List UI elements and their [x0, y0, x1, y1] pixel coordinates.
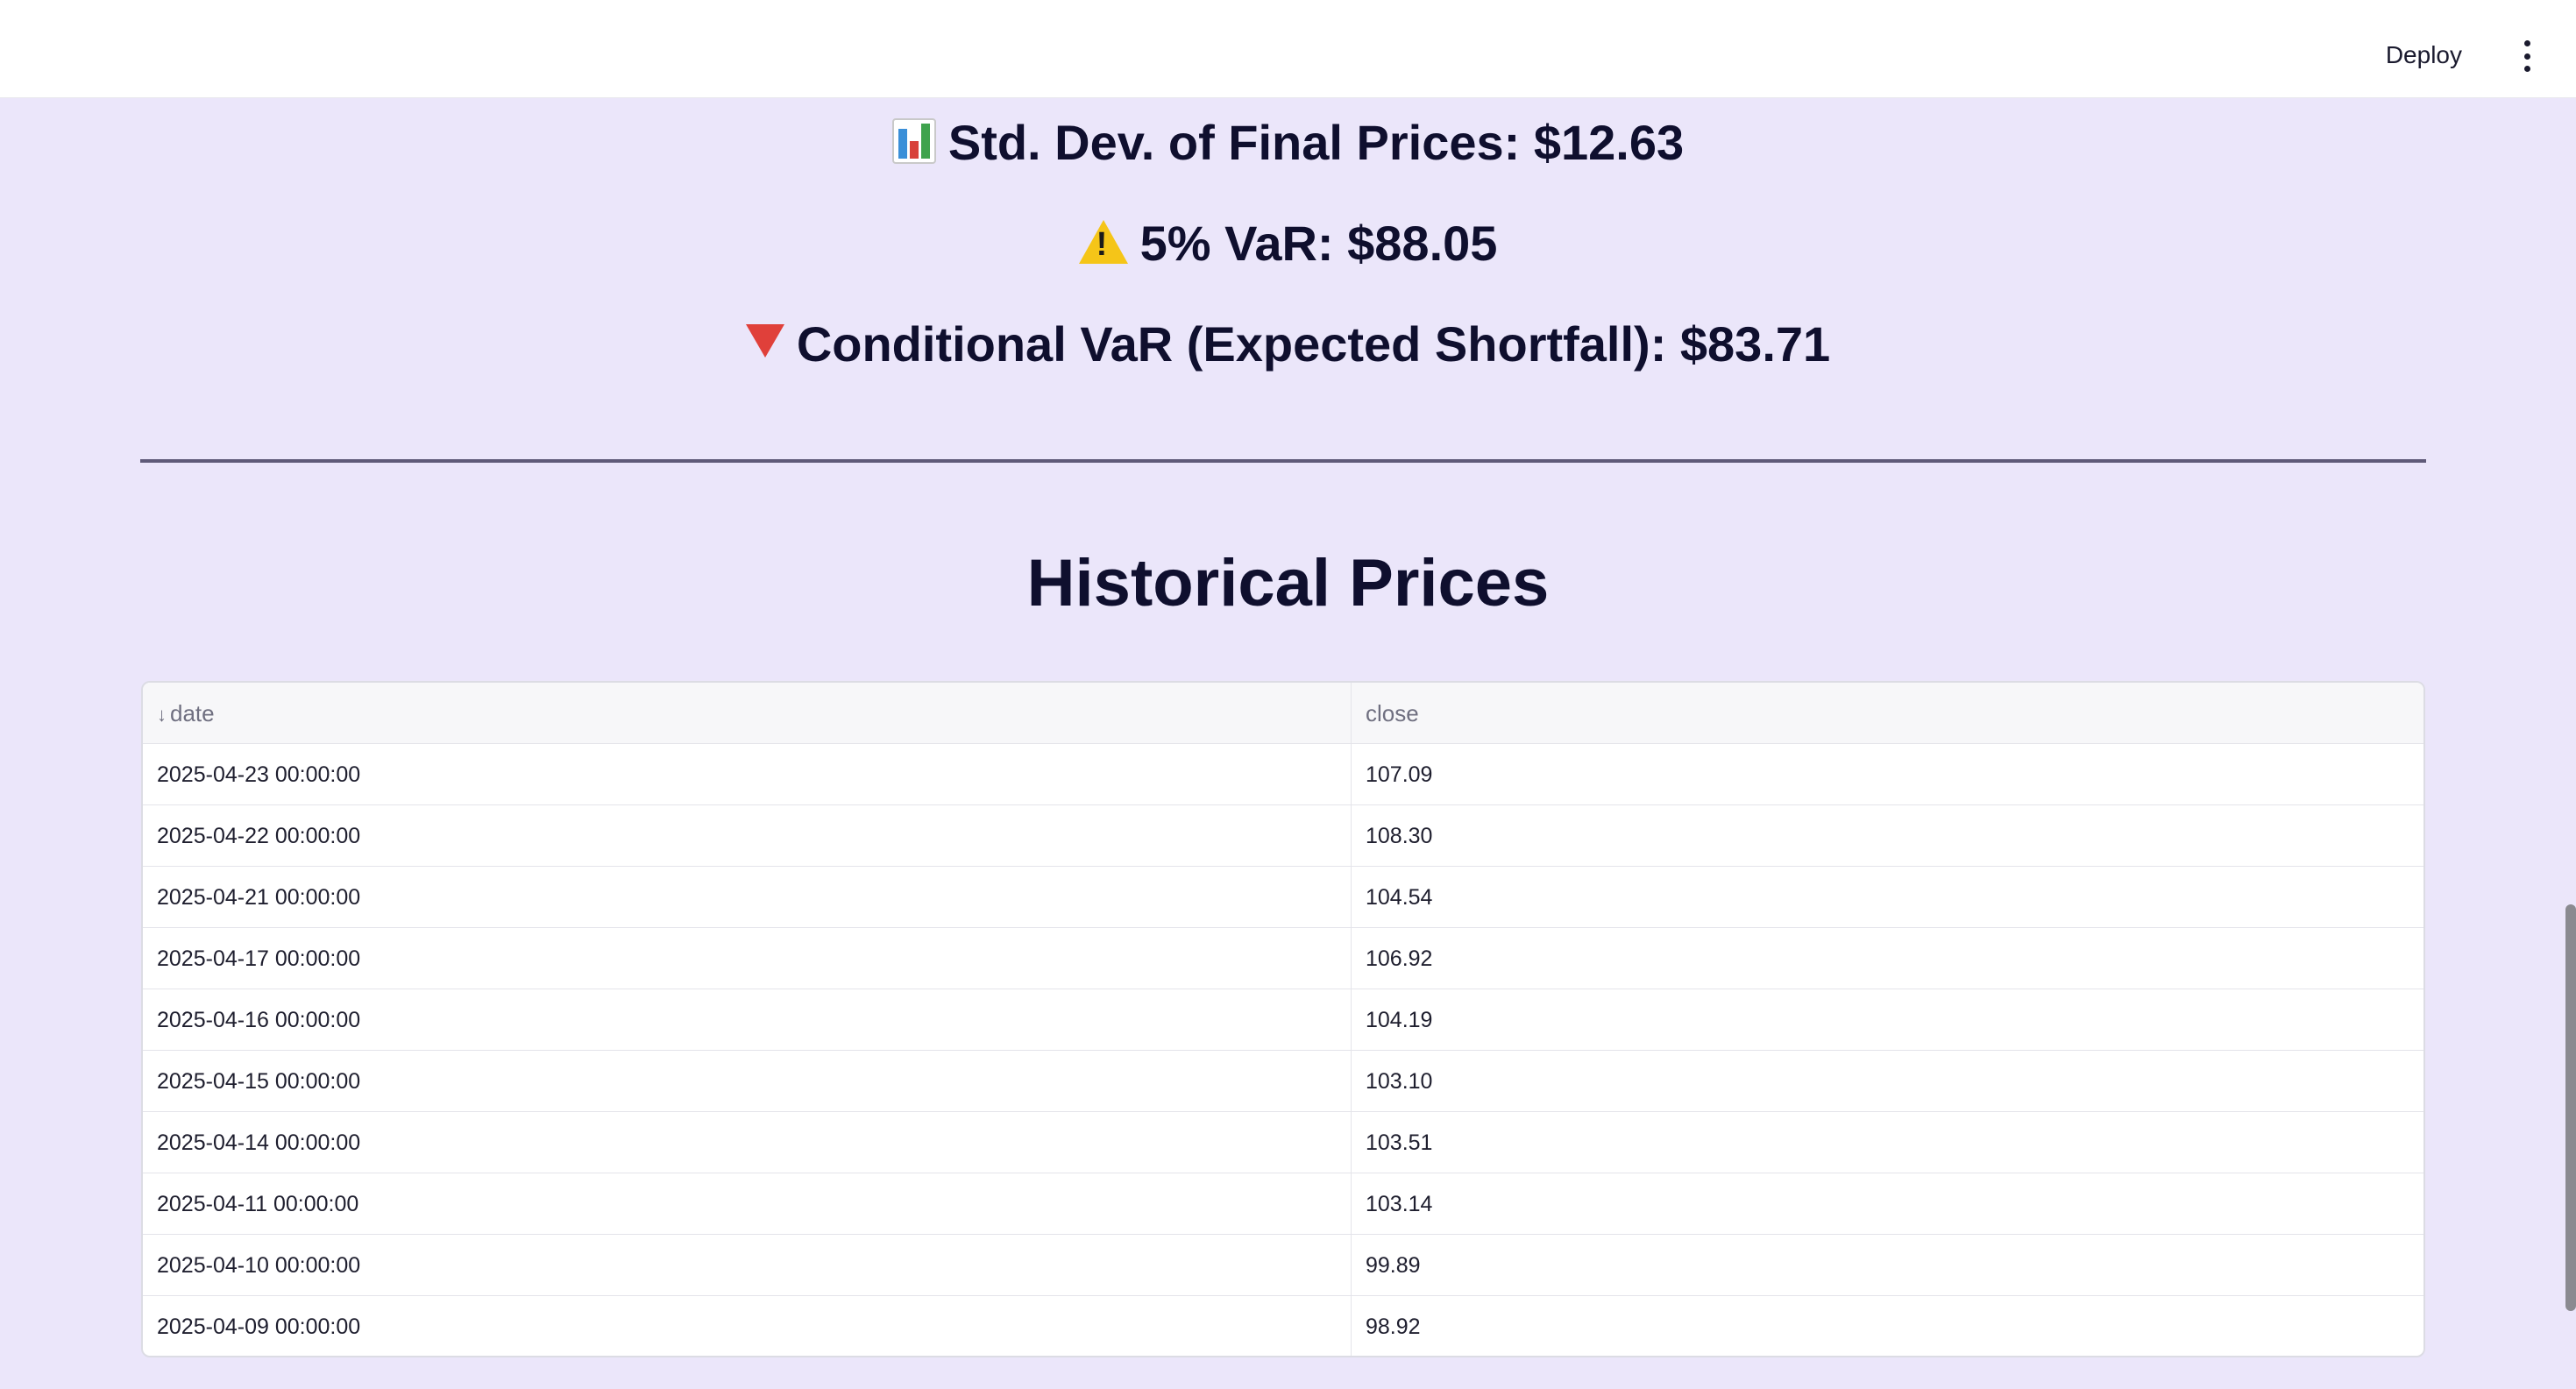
table-row[interactable]: 2025-04-15 00:00:00 103.10 [143, 1051, 2423, 1112]
var-stat: 5% VaR: $88.05 [0, 215, 2576, 272]
date-cell[interactable]: 2025-04-15 00:00:00 [143, 1051, 1352, 1111]
page-scrollbar[interactable] [2565, 904, 2576, 1311]
std-dev-text: Std. Dev. of Final Prices: $12.63 [947, 115, 1685, 170]
page-title: Historical Prices [1026, 546, 1550, 620]
more-vertical-icon[interactable] [2516, 39, 2537, 74]
close-cell[interactable]: 104.19 [1366, 1008, 1433, 1032]
table-row[interactable]: 2025-04-21 00:00:00 104.54 [143, 867, 2423, 928]
bar-chart-icon-bar [920, 124, 930, 159]
arrow-down-icon: ↓ [157, 704, 167, 726]
close-cell[interactable]: 103.14 [1366, 1192, 1433, 1216]
std-dev-stat: Std. Dev. of Final Prices: $12.63 [0, 114, 2576, 171]
table-row[interactable]: 2025-04-11 00:00:00 103.14 [143, 1173, 2423, 1235]
bar-chart-icon [891, 118, 936, 165]
menu-dot [2523, 66, 2530, 72]
table-row[interactable]: 2025-04-10 00:00:00 99.89 [143, 1235, 2423, 1296]
section-divider [140, 459, 2426, 463]
close-cell[interactable]: 107.09 [1366, 762, 1433, 787]
table-row[interactable]: 2025-04-23 00:00:00 107.09 [143, 744, 2423, 805]
app-header: Deploy [0, 0, 2576, 98]
close-cell[interactable]: 103.10 [1366, 1069, 1433, 1094]
down-triangle-icon [745, 324, 784, 358]
date-cell[interactable]: 2025-04-23 00:00:00 [143, 744, 1352, 804]
close-cell[interactable]: 104.54 [1366, 885, 1433, 910]
date-cell[interactable]: 2025-04-16 00:00:00 [143, 989, 1352, 1050]
table-row[interactable]: 2025-04-16 00:00:00 104.19 [143, 989, 2423, 1051]
table-header-row: ↓ date close [143, 683, 2423, 744]
column-header-label: date [170, 700, 215, 726]
table-row[interactable]: 2025-04-09 00:00:00 98.92 [143, 1296, 2423, 1356]
cvar-text: Conditional VaR (Expected Shortfall): $8… [796, 316, 1831, 372]
table-row[interactable]: 2025-04-22 00:00:00 108.30 [143, 805, 2423, 867]
date-cell[interactable]: 2025-04-21 00:00:00 [143, 867, 1352, 927]
cvar-stat: Conditional VaR (Expected Shortfall): $8… [0, 315, 2576, 372]
close-cell[interactable]: 99.89 [1366, 1253, 1421, 1278]
date-cell[interactable]: 2025-04-11 00:00:00 [143, 1173, 1352, 1234]
menu-dot [2523, 40, 2530, 46]
date-cell[interactable]: 2025-04-22 00:00:00 [143, 805, 1352, 866]
menu-dot [2523, 53, 2530, 60]
date-cell[interactable]: 2025-04-10 00:00:00 [143, 1235, 1352, 1295]
date-cell[interactable]: 2025-04-17 00:00:00 [143, 928, 1352, 989]
date-cell[interactable]: 2025-04-09 00:00:00 [143, 1296, 1352, 1356]
close-cell[interactable]: 103.51 [1366, 1130, 1433, 1155]
var-text: 5% VaR: $88.05 [1139, 216, 1498, 271]
column-header-close[interactable]: close [1366, 700, 1419, 726]
close-cell[interactable]: 98.92 [1366, 1315, 1421, 1339]
close-cell[interactable]: 108.30 [1366, 824, 1433, 848]
table-row[interactable]: 2025-04-17 00:00:00 106.92 [143, 928, 2423, 989]
bar-chart-icon-bar [898, 129, 907, 159]
table-row[interactable]: 2025-04-14 00:00:00 103.51 [143, 1112, 2423, 1173]
date-cell[interactable]: 2025-04-14 00:00:00 [143, 1112, 1352, 1173]
close-cell[interactable]: 106.92 [1366, 946, 1433, 971]
historical-prices-table[interactable]: ↓ date close 2025-04-23 00:00:00 107.09 2… [141, 681, 2425, 1357]
bar-chart-icon-bar [909, 141, 919, 159]
column-header-date[interactable]: ↓ date [143, 683, 1352, 743]
warning-icon [1078, 220, 1128, 265]
deploy-button[interactable]: Deploy [2385, 41, 2462, 68]
